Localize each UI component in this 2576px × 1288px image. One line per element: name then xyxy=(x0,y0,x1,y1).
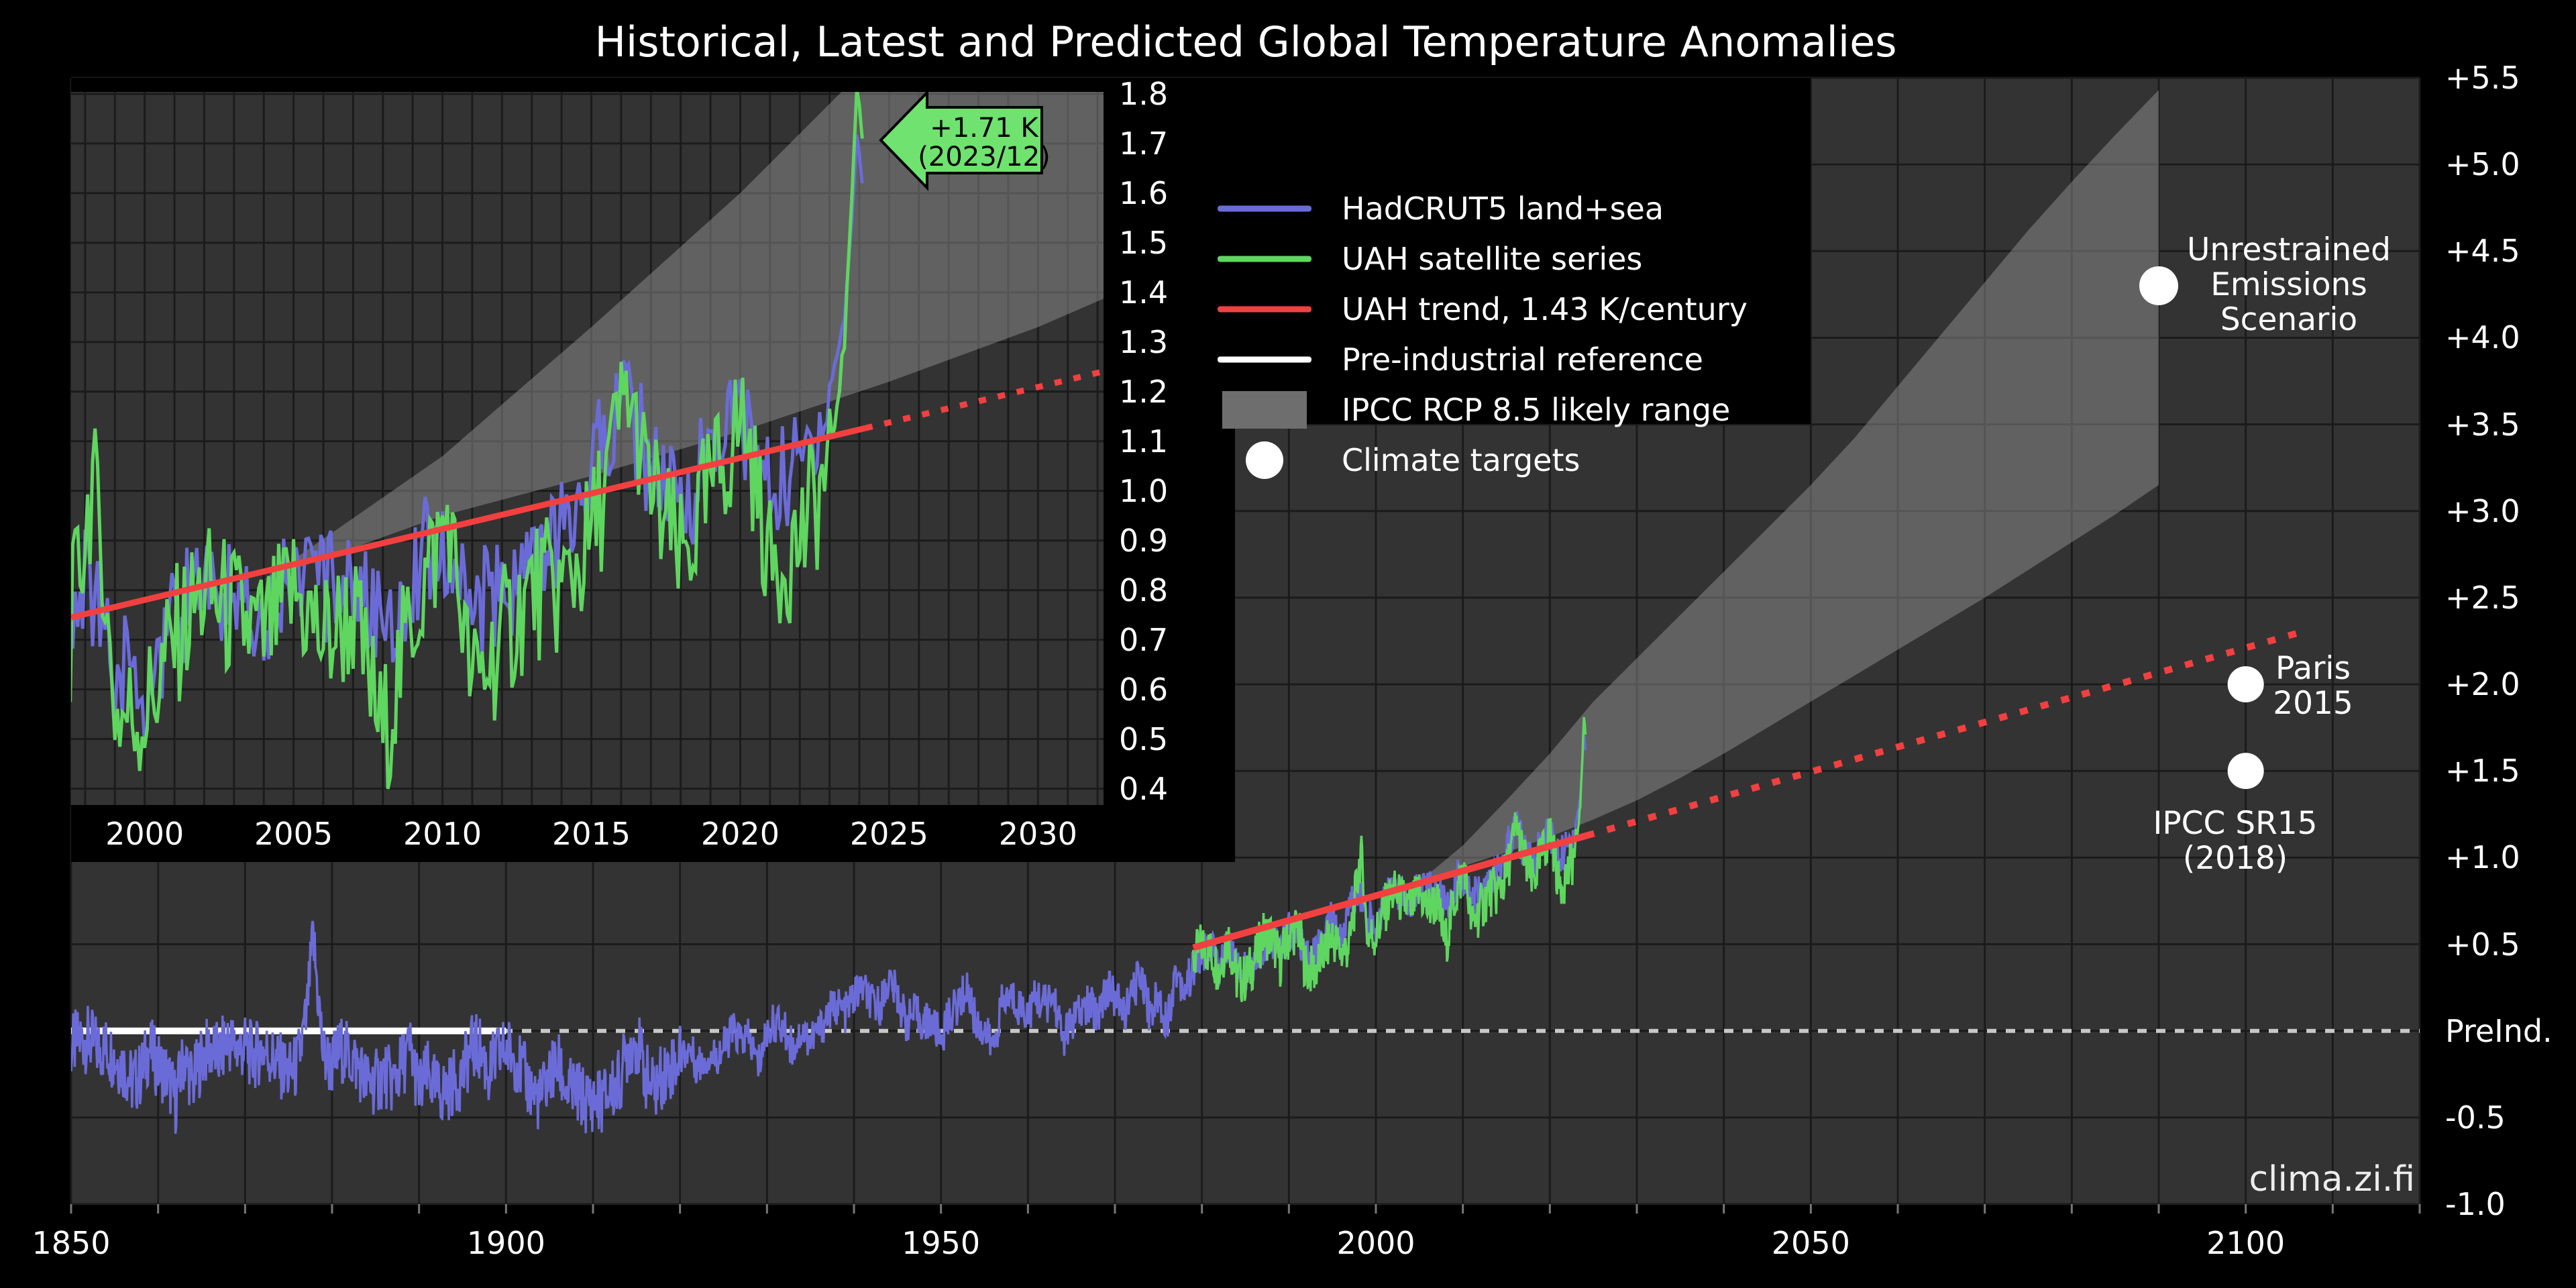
chart-title: Historical, Latest and Predicted Global … xyxy=(594,17,1897,66)
main-xtick-label: 1950 xyxy=(902,1225,981,1261)
legend-label: HadCRUT5 land+sea xyxy=(1342,190,1664,227)
right-ytick-label: +5.5 xyxy=(2445,60,2520,96)
inset-ytick-label: 1.5 xyxy=(1119,224,1169,261)
legend-item-climate-targets: Climate targets xyxy=(1104,435,1811,485)
main-xtick-label: 2100 xyxy=(2206,1225,2286,1261)
inset-xlabel-margin xyxy=(71,805,1235,862)
annotation-date: (2023/12) xyxy=(918,142,1051,172)
legend-label: Climate targets xyxy=(1342,441,1580,478)
climate-target-dot xyxy=(2139,266,2178,305)
uah-trend-dotted-inset xyxy=(864,368,1104,431)
right-ytick-label: -0.5 xyxy=(2445,1099,2506,1136)
inset-ytick-label: 1.3 xyxy=(1119,323,1169,360)
uah-trend-solid-inset xyxy=(71,425,866,621)
inset-ytick-label: 1.1 xyxy=(1119,423,1169,460)
inset-ytick-label: 0.4 xyxy=(1119,770,1169,807)
right-ytick-label: +4.0 xyxy=(2445,319,2520,356)
inset-ytick-label: 0.8 xyxy=(1119,572,1169,608)
uah-trend-dotted-main xyxy=(1585,627,2308,839)
inset-xtick-label: 2020 xyxy=(700,816,780,852)
uah-series-inset xyxy=(71,92,864,790)
inset-ytick-label: 1.2 xyxy=(1119,373,1169,410)
legend-item-trend: UAH trend, 1.43 K/century xyxy=(1104,284,1811,334)
rcp85-band-inset xyxy=(264,92,1104,580)
right-ytick-label: +3.0 xyxy=(2445,492,2520,529)
climate-target-dots xyxy=(2139,266,2264,790)
right-ytick-label: +2.5 xyxy=(2445,579,2520,616)
legend-label: UAH satellite series xyxy=(1342,240,1643,277)
target-label-unrestrained: Unrestrained Emissions Scenario xyxy=(2186,231,2392,338)
target-label-paris: Paris 2015 xyxy=(2273,650,2353,722)
trend-line-swatch-icon xyxy=(1218,306,1311,312)
arrow-left-icon xyxy=(879,89,1043,191)
legend-item-reference: Pre-industrial reference xyxy=(1104,334,1811,384)
rcp-band-swatch-icon xyxy=(1222,390,1307,429)
right-ytick-label: -1.0 xyxy=(2445,1186,2506,1222)
main-xtick-label: 2000 xyxy=(1336,1225,1415,1261)
watermark: clima.zi.fi xyxy=(2249,1159,2415,1199)
inset-ytick-label: 1.7 xyxy=(1119,125,1169,162)
inset-ytick-label: 1.0 xyxy=(1119,472,1169,509)
right-ytick-label: +5.0 xyxy=(2445,146,2520,183)
x-axis-ticks xyxy=(70,1204,2421,1214)
legend-label: Pre-industrial reference xyxy=(1342,341,1703,378)
right-ytick-label: +0.5 xyxy=(2445,926,2520,963)
inset-xtick-label: 2005 xyxy=(254,816,333,852)
main-xtick-label: 2050 xyxy=(1771,1225,1850,1261)
legend-item-rcp-band: IPCC RCP 8.5 likely range xyxy=(1104,384,1811,435)
annotation-value: +1.71 K xyxy=(930,113,1038,144)
reference-line-swatch-icon xyxy=(1218,356,1311,362)
inset-xtick-label: 2030 xyxy=(998,816,1077,852)
right-ytick-label: +3.5 xyxy=(2445,406,2520,443)
right-ytick-label: +1.0 xyxy=(2445,839,2520,876)
inset-ytick-label: 0.6 xyxy=(1119,671,1169,708)
inset-xtick-label: 2000 xyxy=(105,816,184,852)
legend-label: UAH trend, 1.43 K/century xyxy=(1342,290,1748,327)
legend-item-hadcrut: HadCRUT5 land+sea xyxy=(1104,183,1811,233)
legend-item-uah: UAH satellite series xyxy=(1104,233,1811,284)
right-ytick-label: +1.5 xyxy=(2445,753,2520,790)
target-label-ipcc-sr15: IPCC SR15 (2018) xyxy=(2153,805,2318,877)
main-xtick-label: 1850 xyxy=(32,1225,111,1261)
inset-ytick-label: 0.9 xyxy=(1119,522,1169,559)
legend-label: IPCC RCP 8.5 likely range xyxy=(1342,391,1731,428)
inset-xtick-label: 2025 xyxy=(849,816,928,852)
inset-xtick-label: 2015 xyxy=(551,816,631,852)
inset-top-margin xyxy=(71,78,1104,92)
rcp85-band xyxy=(1410,90,2159,889)
uah-trend-solid-main xyxy=(1192,832,1588,951)
hadcrut-series-main xyxy=(71,733,1587,1134)
inset-ytick-label: 0.5 xyxy=(1119,720,1169,757)
climate-target-dot xyxy=(2227,666,2264,703)
uah-line-swatch-icon xyxy=(1218,256,1311,262)
climate-target-dot xyxy=(2227,753,2264,790)
inset-ytick-label: 1.6 xyxy=(1119,174,1169,211)
inset-ytick-label: 1.4 xyxy=(1119,274,1169,311)
legend: HadCRUT5 land+sea UAH satellite series U… xyxy=(1104,78,1811,479)
right-ytick-label: +4.5 xyxy=(2445,233,2520,270)
inset-ytick-label: 0.7 xyxy=(1119,621,1169,658)
hadcrut-line-swatch-icon xyxy=(1218,205,1311,211)
main-xtick-label: 1900 xyxy=(466,1225,545,1261)
climate-target-dot-swatch-icon xyxy=(1246,441,1283,479)
inset-ytick-label: 1.8 xyxy=(1119,75,1169,112)
right-ytick-label: +2.0 xyxy=(2445,666,2520,703)
inset-xtick-label: 2010 xyxy=(402,816,482,852)
right-ytick-label: PreInd. xyxy=(2445,1012,2553,1049)
